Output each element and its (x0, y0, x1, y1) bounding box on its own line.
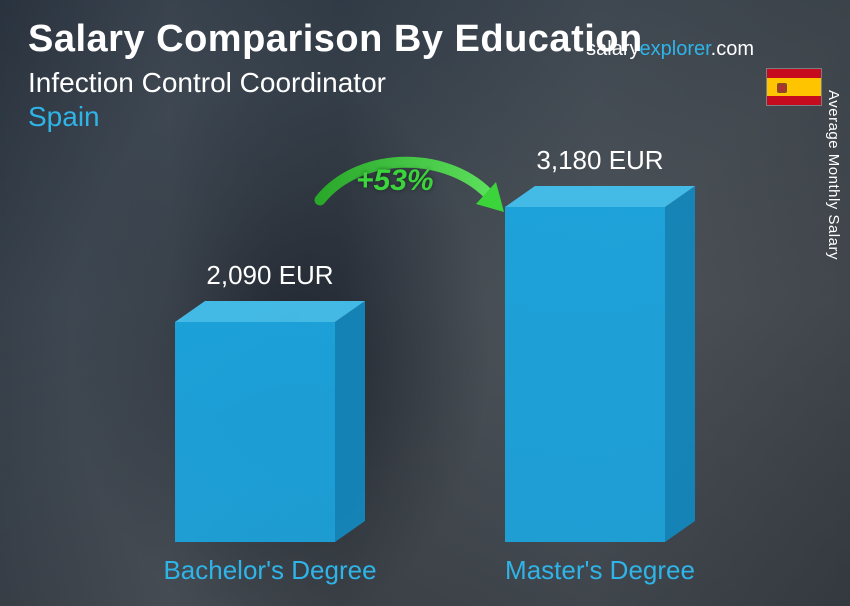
increase-arrow-icon (0, 0, 850, 606)
content-container: Salary Comparison By Education Infection… (0, 0, 850, 606)
percent-increase-badge: +53% (356, 164, 434, 198)
